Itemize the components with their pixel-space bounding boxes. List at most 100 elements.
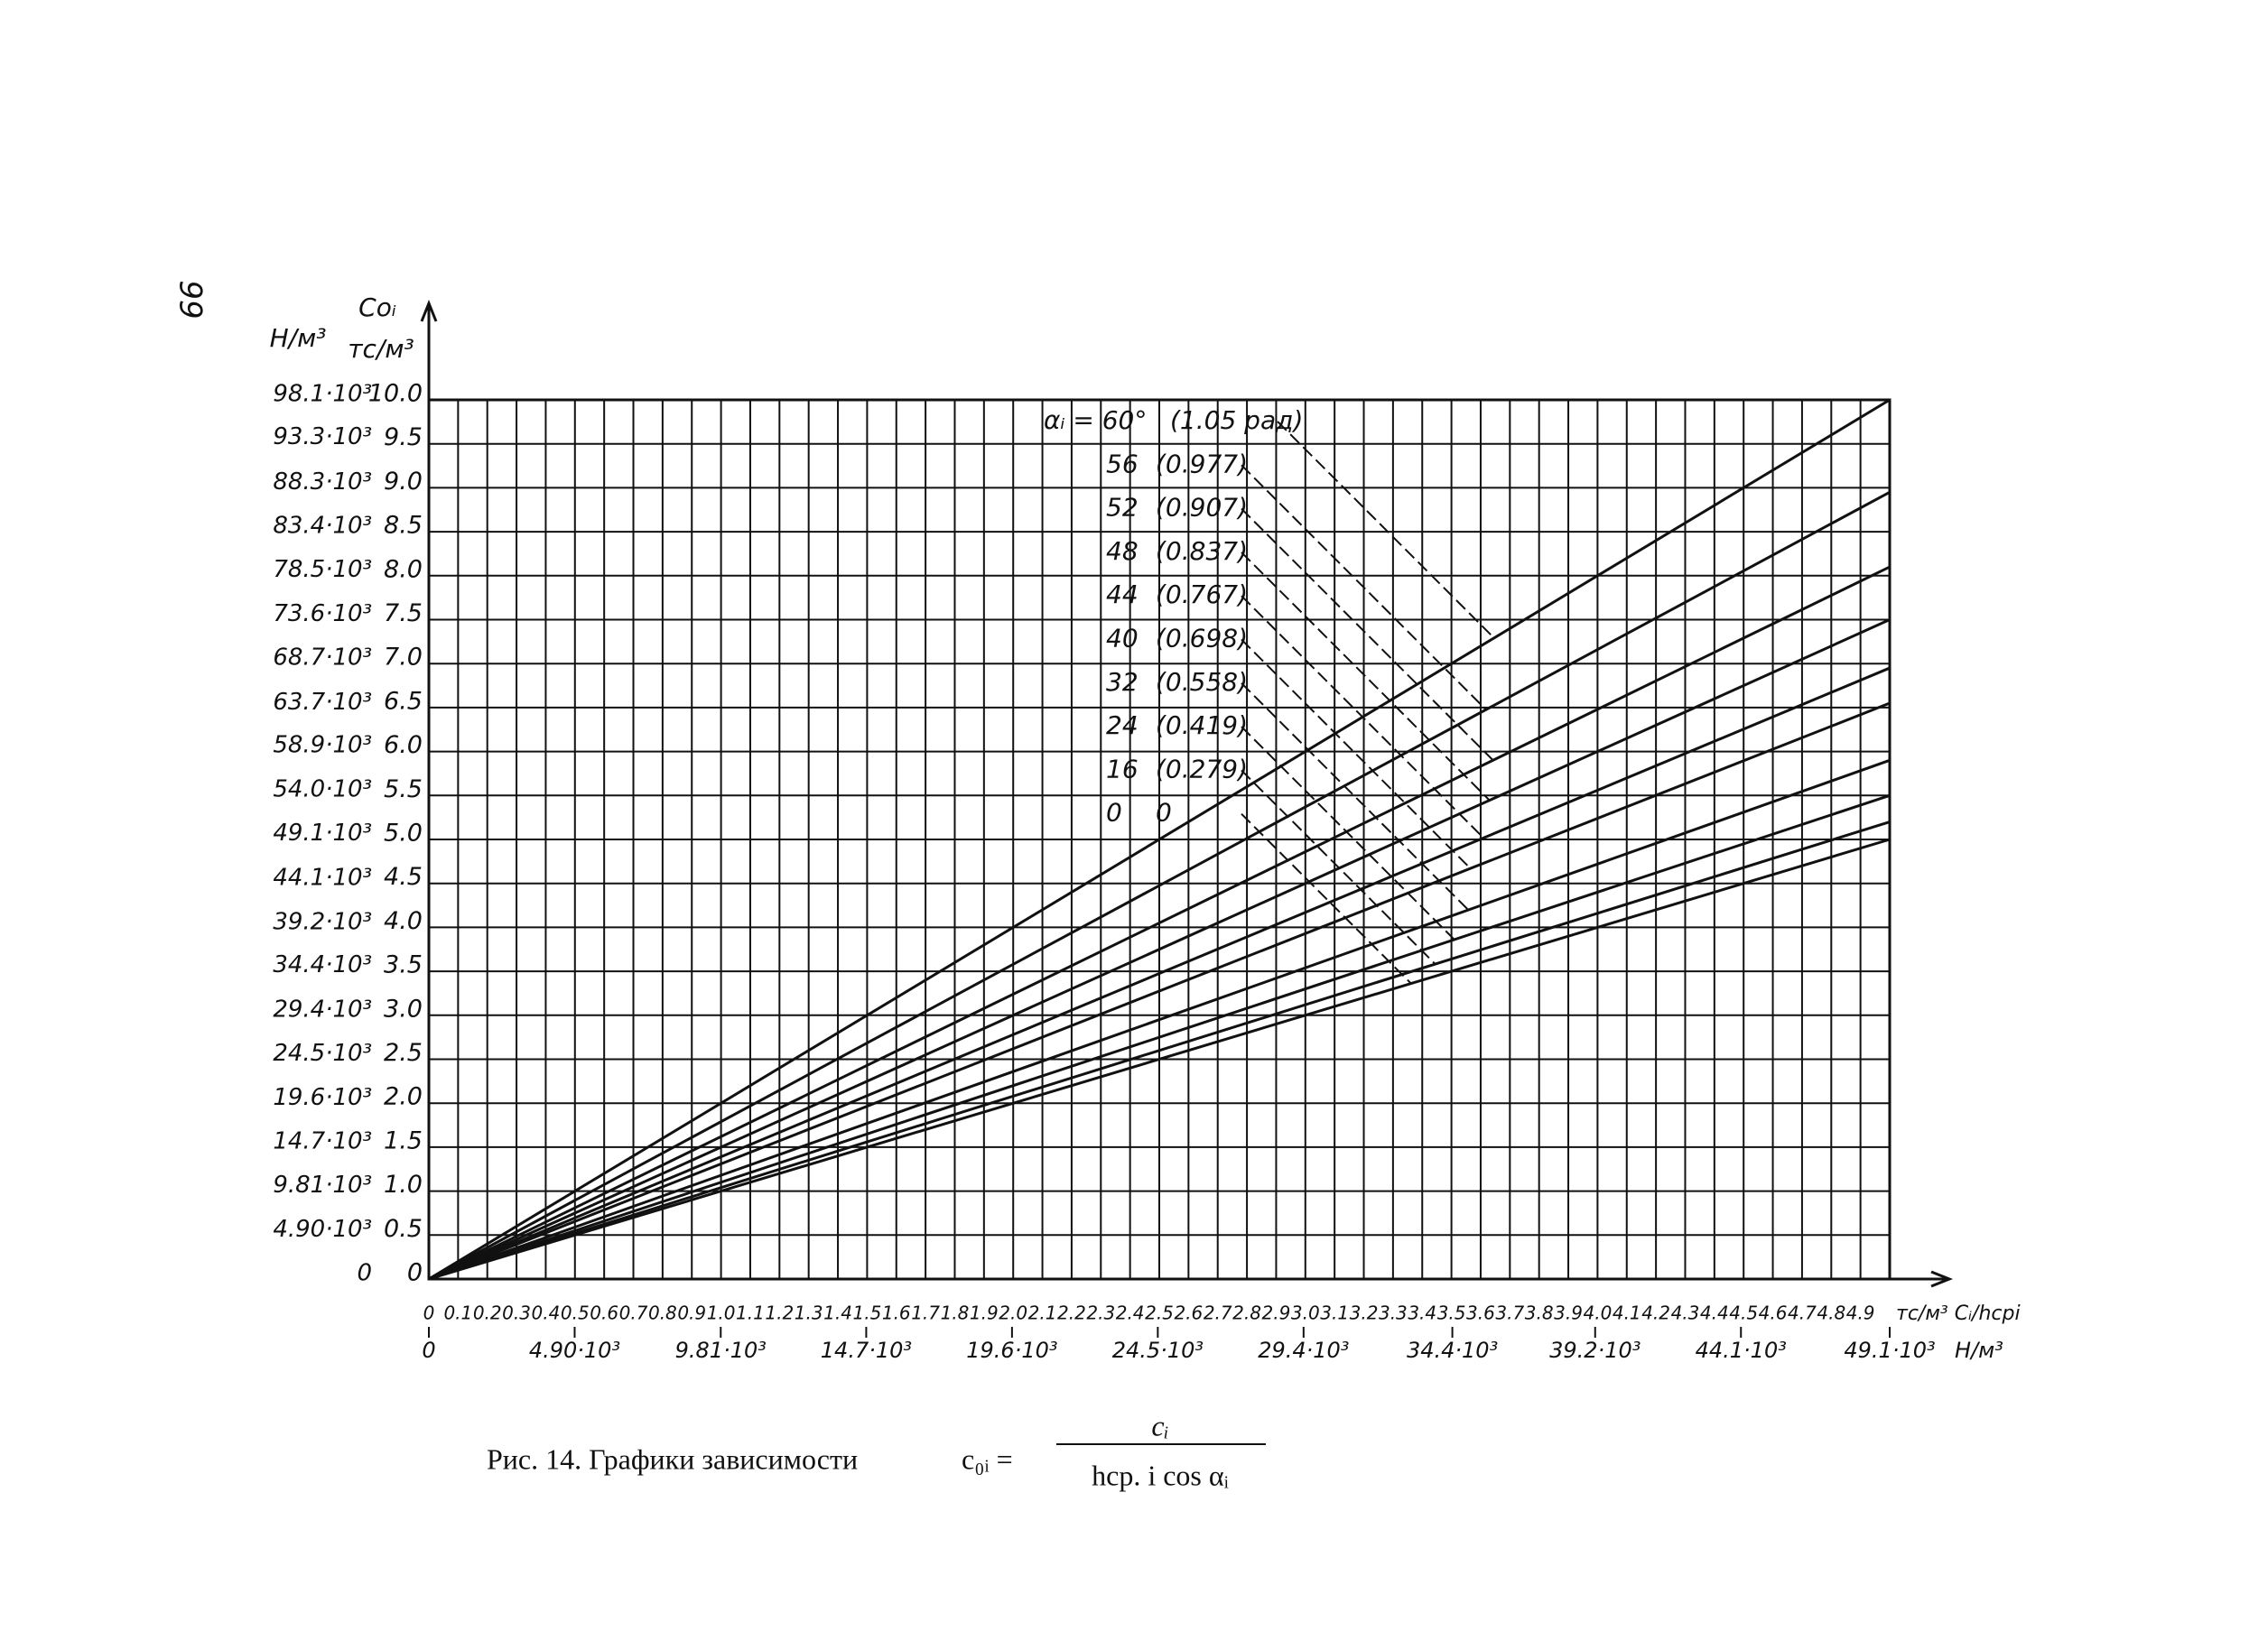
x2-tick-label: 19.6·10³ (966, 1338, 1057, 1363)
series-line (428, 820, 1891, 1281)
y-tick-label: 5.0 (384, 820, 423, 848)
x-tick-label: 2.8 (1232, 1302, 1261, 1324)
x-tick-label: 3.6 (1466, 1302, 1495, 1324)
x-tick-label: 3.3 (1379, 1302, 1408, 1324)
x-tick-label: 4.6 (1759, 1302, 1788, 1324)
leader-line (1241, 595, 1484, 839)
x-tick-label: 0.5 (561, 1302, 590, 1324)
leader-line (1277, 421, 1495, 639)
y2-tick-label: 19.6·10³ (273, 1084, 372, 1111)
y-tick-label: 8.5 (384, 512, 423, 540)
x-tick-label: 0.8 (648, 1302, 677, 1324)
x-tick-label: 0 (423, 1302, 435, 1324)
y2-tick-label: 88.3·10³ (273, 468, 372, 496)
y2-tick-label: 34.4·10³ (273, 951, 372, 978)
y2-tick-label: 78.5·10³ (273, 556, 372, 583)
x-tick-label: 0.1 (443, 1302, 472, 1324)
y-tick-label: 5.5 (384, 775, 423, 803)
x-tick-label: 0.2 (473, 1302, 502, 1324)
y-tick-label: 4.0 (384, 907, 423, 935)
y-tick-label: 3.0 (384, 995, 423, 1023)
y2-tick-label: 4.90·10³ (273, 1216, 372, 1243)
series-label: 0 (1106, 798, 1122, 828)
leader-line (1241, 812, 1412, 985)
y2-tick-label: 98.1·10³ (273, 381, 372, 408)
series-rad-label: (0.767) (1156, 579, 1248, 609)
x2-tick-label: 49.1·10³ (1844, 1338, 1935, 1363)
x-tick-label: 1.0 (707, 1302, 736, 1324)
x-tick-label: 2.1 (1028, 1302, 1057, 1324)
series-label: 16 (1106, 754, 1139, 783)
x-tick-label: 4.8 (1817, 1302, 1845, 1324)
series-line (428, 838, 1891, 1281)
x-tick-label: 3.8 (1525, 1302, 1554, 1324)
x-tick-label: 1.4 (823, 1302, 852, 1324)
y2-tick-label: 0 (357, 1260, 372, 1287)
x2-tick-label: 14.7·10³ (821, 1338, 912, 1363)
x-arrow (1930, 1270, 1954, 1288)
caption-lhs: c₀ᵢ = (962, 1442, 1013, 1475)
y-tick-label: 0.5 (384, 1215, 423, 1243)
y2-axis-label: Н/м³ (270, 323, 327, 353)
x-tick-label: 2.3 (1086, 1302, 1115, 1324)
series-line (428, 618, 1891, 1281)
series-line (428, 398, 1891, 1281)
x-tick-label: 0.6 (590, 1302, 618, 1324)
series-rad-label: (0.907) (1156, 493, 1248, 523)
y-tick-label: 8.0 (384, 555, 423, 583)
y-axis-label: Coᵢ (358, 292, 396, 322)
x-tick-label: 0.9 (677, 1302, 706, 1324)
x-axis-label: тс/м³ Cᵢ/hсрi (1896, 1302, 2021, 1325)
x-tick-label: 4.1 (1613, 1302, 1641, 1324)
y-tick-label: 3.5 (384, 951, 423, 979)
y-tick-label: 6.0 (384, 731, 423, 759)
y2-tick-label: 39.2·10³ (273, 908, 372, 935)
series-label: 24 (1106, 710, 1139, 740)
series-line (428, 490, 1891, 1281)
x2-tick-label: 39.2·10³ (1549, 1338, 1641, 1363)
y-tick-label: 7.5 (384, 599, 423, 627)
series-line (428, 793, 1891, 1281)
x-tick-label: 0.7 (619, 1302, 648, 1324)
x-tick-label: 0.3 (502, 1302, 531, 1324)
y-tick-label: 2.5 (384, 1039, 423, 1067)
series-line (428, 666, 1891, 1281)
series-label: 44 (1106, 579, 1139, 609)
x-tick-label: 2.7 (1204, 1302, 1232, 1324)
series-label: 52 (1106, 493, 1139, 523)
series-label: 48 (1106, 536, 1139, 566)
leader-line (1241, 552, 1491, 802)
x-tick-label: 4.7 (1788, 1302, 1817, 1324)
y-tick-label: 1.5 (384, 1126, 423, 1154)
y-tick-label: 9.5 (384, 423, 423, 451)
y2-tick-label: 9.81·10³ (273, 1172, 372, 1199)
page-number: 99 (172, 280, 209, 319)
y2-tick-label: 44.1·10³ (273, 865, 372, 892)
leader-line (1241, 507, 1494, 761)
x-tick-label: 4.0 (1583, 1302, 1612, 1324)
leader-line (1241, 726, 1455, 941)
x-tick-label: 3.5 (1437, 1302, 1466, 1324)
series-label: 32 (1106, 667, 1139, 697)
x-tick-label: 1.9 (970, 1302, 999, 1324)
caption-prefix: Рис. 14. Графики зависимости (487, 1442, 858, 1475)
x2-tick-label: 24.5·10³ (1112, 1338, 1204, 1363)
y2-tick-label: 49.1·10³ (273, 820, 372, 847)
y-tick-label: 10.0 (368, 380, 423, 408)
series-label: 56 (1106, 449, 1139, 478)
y-tick-label: 9.0 (384, 468, 423, 496)
x-tick-label: 4.3 (1671, 1302, 1700, 1324)
y2-tick-label: 63.7·10³ (273, 689, 372, 716)
x-tick-label: 4.2 (1641, 1302, 1670, 1324)
x-tick-label: 2.9 (1262, 1302, 1291, 1324)
x-tick-label: 2.2 (1057, 1302, 1086, 1324)
series-line (428, 758, 1891, 1281)
y2-tick-label: 73.6·10³ (273, 600, 372, 627)
x-tick-label: 1.7 (911, 1302, 940, 1324)
caption-numerator: cᵢ (1151, 1409, 1168, 1441)
x2-axis-label: Н/м³ (1955, 1338, 2003, 1363)
y-tick-label: 2.0 (384, 1083, 423, 1111)
x-tick-label: 3.9 (1554, 1302, 1583, 1324)
x-tick-label: 2.0 (999, 1302, 1027, 1324)
